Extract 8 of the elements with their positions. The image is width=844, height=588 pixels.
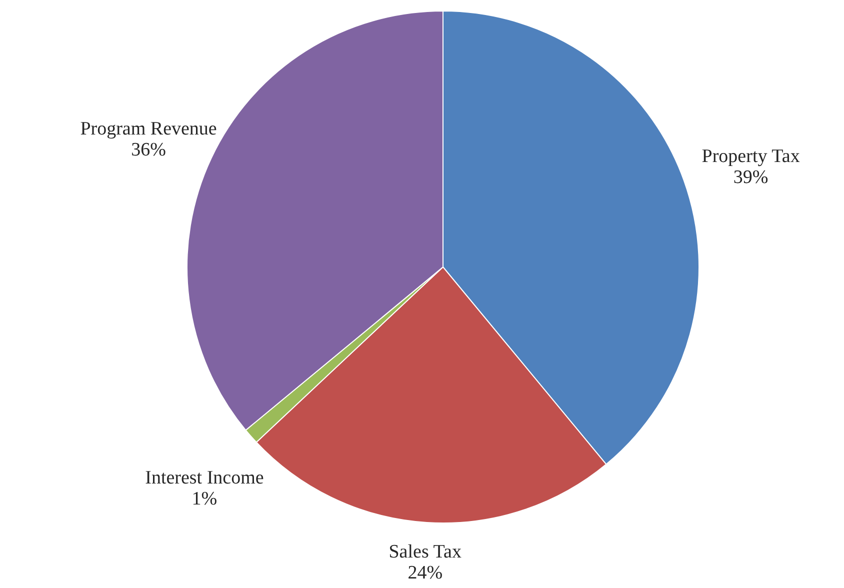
data-label: 39% bbox=[733, 167, 768, 188]
data-label: 36% bbox=[131, 139, 166, 160]
slice-label: Property Tax bbox=[702, 146, 800, 168]
slice-label: Program Revenue bbox=[80, 118, 217, 140]
slice-label: Interest Income bbox=[145, 467, 264, 488]
data-label: 24% bbox=[408, 562, 443, 584]
data-label: 1% bbox=[192, 488, 218, 510]
slice-label: Sales Tax bbox=[388, 541, 462, 562]
